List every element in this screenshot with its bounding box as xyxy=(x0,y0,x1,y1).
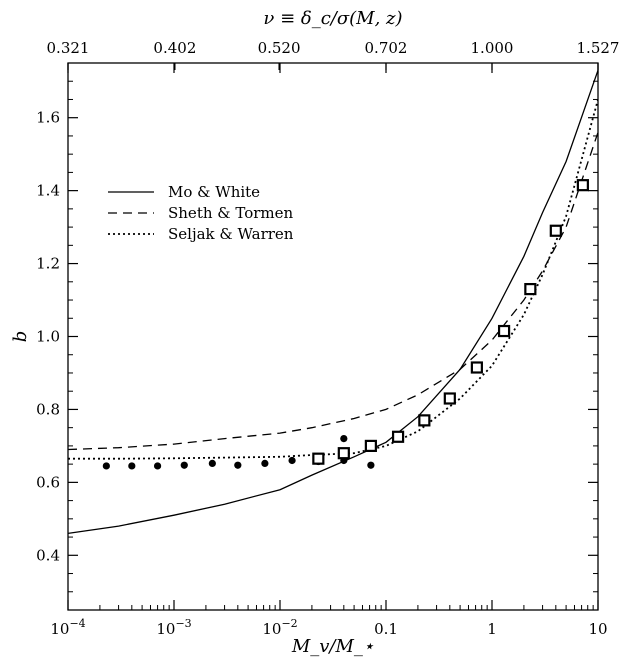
x-tick-label: 10 xyxy=(588,620,607,638)
data-point-square xyxy=(418,414,431,427)
plot-frame xyxy=(67,62,599,611)
data-point-square xyxy=(312,452,325,465)
data-point-circle xyxy=(208,459,216,468)
data-point-circle xyxy=(340,435,348,443)
data-point-square xyxy=(576,179,589,192)
series-line xyxy=(68,99,598,460)
data-point-square xyxy=(497,324,511,338)
data-point-circle xyxy=(288,456,296,465)
y-tick-label: 1.4 xyxy=(36,182,60,200)
y-tick-label: 1.2 xyxy=(36,255,60,273)
y-tick-label: 0.8 xyxy=(36,400,60,418)
data-point-circle xyxy=(180,461,188,469)
top-tick-label: 0.402 xyxy=(153,39,196,57)
data-point-square xyxy=(549,224,562,237)
y-tick-label: 1.6 xyxy=(36,109,60,127)
data-point-circle xyxy=(102,462,110,470)
top-axis: 0.321 0.402 0.520 0.702 1.000 1.527 xyxy=(47,39,620,70)
data-point-square xyxy=(337,447,350,460)
x-tick-label: 10−4 xyxy=(50,617,85,638)
data-point-square xyxy=(443,392,456,405)
top-tick-label: 0.321 xyxy=(47,39,90,57)
y-tick-label: 1.0 xyxy=(36,328,60,346)
y-tick-label: 0.6 xyxy=(36,473,60,491)
x-tick-label: 0.1 xyxy=(374,620,398,638)
top-tick-label: 1.527 xyxy=(577,39,620,57)
y-axis-title: b xyxy=(10,331,31,343)
plot-area xyxy=(68,70,598,535)
top-tick-label: 0.702 xyxy=(365,39,408,57)
x-axis-title: M_v/M_⋆ xyxy=(291,636,374,657)
legend-label: Seljak & Warren xyxy=(168,225,294,243)
data-point-square xyxy=(470,361,483,374)
top-tick-label: 0.520 xyxy=(258,39,301,57)
data-point-square xyxy=(364,439,377,452)
data-point-square xyxy=(391,430,405,443)
series-line xyxy=(68,132,598,451)
x-tick-label: 10−3 xyxy=(156,617,191,638)
legend-label: Sheth & Tormen xyxy=(168,204,294,222)
data-point-circle xyxy=(153,462,162,470)
y-tick-label: 0.4 xyxy=(36,546,60,564)
data-point-circle xyxy=(234,461,242,469)
data-point-circle xyxy=(367,461,375,469)
data-point-square xyxy=(524,282,537,296)
data-point-circle xyxy=(128,462,136,470)
top-axis-title: ν ≡ δ_c/σ(M, z) xyxy=(263,8,402,29)
x-tick-label: 1 xyxy=(487,620,497,638)
data-point-circle xyxy=(261,459,269,468)
legend-label: Mo & White xyxy=(168,183,260,201)
series-line xyxy=(68,70,598,535)
x-tick-label: 10−2 xyxy=(262,617,297,638)
bottom-axis: 10−4 10−3 10−2 0.1 1 10 xyxy=(50,63,608,638)
left-axis: 0.4 0.6 0.8 1.0 1.2 1.4 1.6 xyxy=(36,80,598,593)
top-tick-label: 1.000 xyxy=(471,39,514,57)
legend: Mo & White Sheth & Tormen Seljak & Warren xyxy=(108,183,294,243)
